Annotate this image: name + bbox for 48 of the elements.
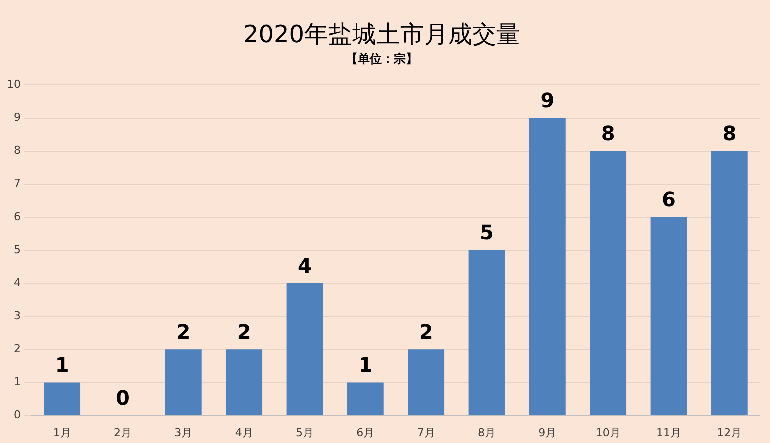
data-label: 4 (298, 254, 312, 278)
x-tick-label: 3月 (174, 426, 193, 440)
x-tick-label: 11月 (656, 426, 682, 440)
y-tick-label: 5 (14, 243, 21, 256)
bar (529, 118, 566, 416)
x-tick-label: 12月 (717, 426, 742, 440)
bar (226, 350, 263, 416)
data-label: 9 (540, 88, 555, 112)
data-label: 2 (237, 320, 252, 344)
bar (286, 284, 324, 416)
y-tick-label: 6 (14, 210, 21, 224)
bar (468, 250, 506, 416)
y-tick-label: 3 (14, 309, 21, 322)
y-tick-label: 8 (14, 144, 21, 158)
x-tick-label: 7月 (417, 426, 436, 440)
y-tick-label: 2 (14, 342, 21, 356)
bar (165, 350, 202, 416)
bar (590, 151, 627, 416)
data-label: 0 (116, 386, 130, 410)
y-tick-label: 1 (14, 376, 21, 389)
data-label: 1 (55, 352, 70, 377)
x-tick-label: 5月 (296, 426, 314, 440)
x-tick-label: 9月 (538, 426, 557, 440)
bar (44, 382, 81, 416)
chart-title: 2020年盐城土市月成交量 (243, 20, 521, 49)
bar (347, 382, 384, 416)
bar (711, 151, 748, 416)
x-tick-label: 4月 (235, 426, 254, 440)
chart-subtitle: 【单位：宗】 (346, 52, 418, 66)
bar (408, 350, 445, 416)
y-tick-label: 7 (14, 177, 21, 190)
data-label: 1 (358, 352, 373, 377)
x-tick-label: 1月 (53, 426, 72, 440)
x-tick-label: 6月 (356, 426, 375, 440)
bar (650, 217, 688, 416)
x-tick-label: 8月 (478, 426, 496, 440)
x-tick-label: 2月 (114, 426, 132, 440)
data-label: 8 (601, 122, 616, 146)
y-tick-label: 9 (14, 111, 21, 124)
data-label: 2 (419, 320, 434, 344)
x-tick-label: 10月 (596, 426, 621, 440)
y-tick-label: 10 (6, 78, 21, 92)
data-label: 5 (480, 220, 494, 245)
data-label: 8 (722, 122, 737, 146)
y-tick-label: 0 (14, 408, 21, 422)
y-tick-label: 4 (14, 276, 21, 290)
data-label: 6 (662, 188, 676, 212)
data-label: 2 (176, 320, 191, 344)
